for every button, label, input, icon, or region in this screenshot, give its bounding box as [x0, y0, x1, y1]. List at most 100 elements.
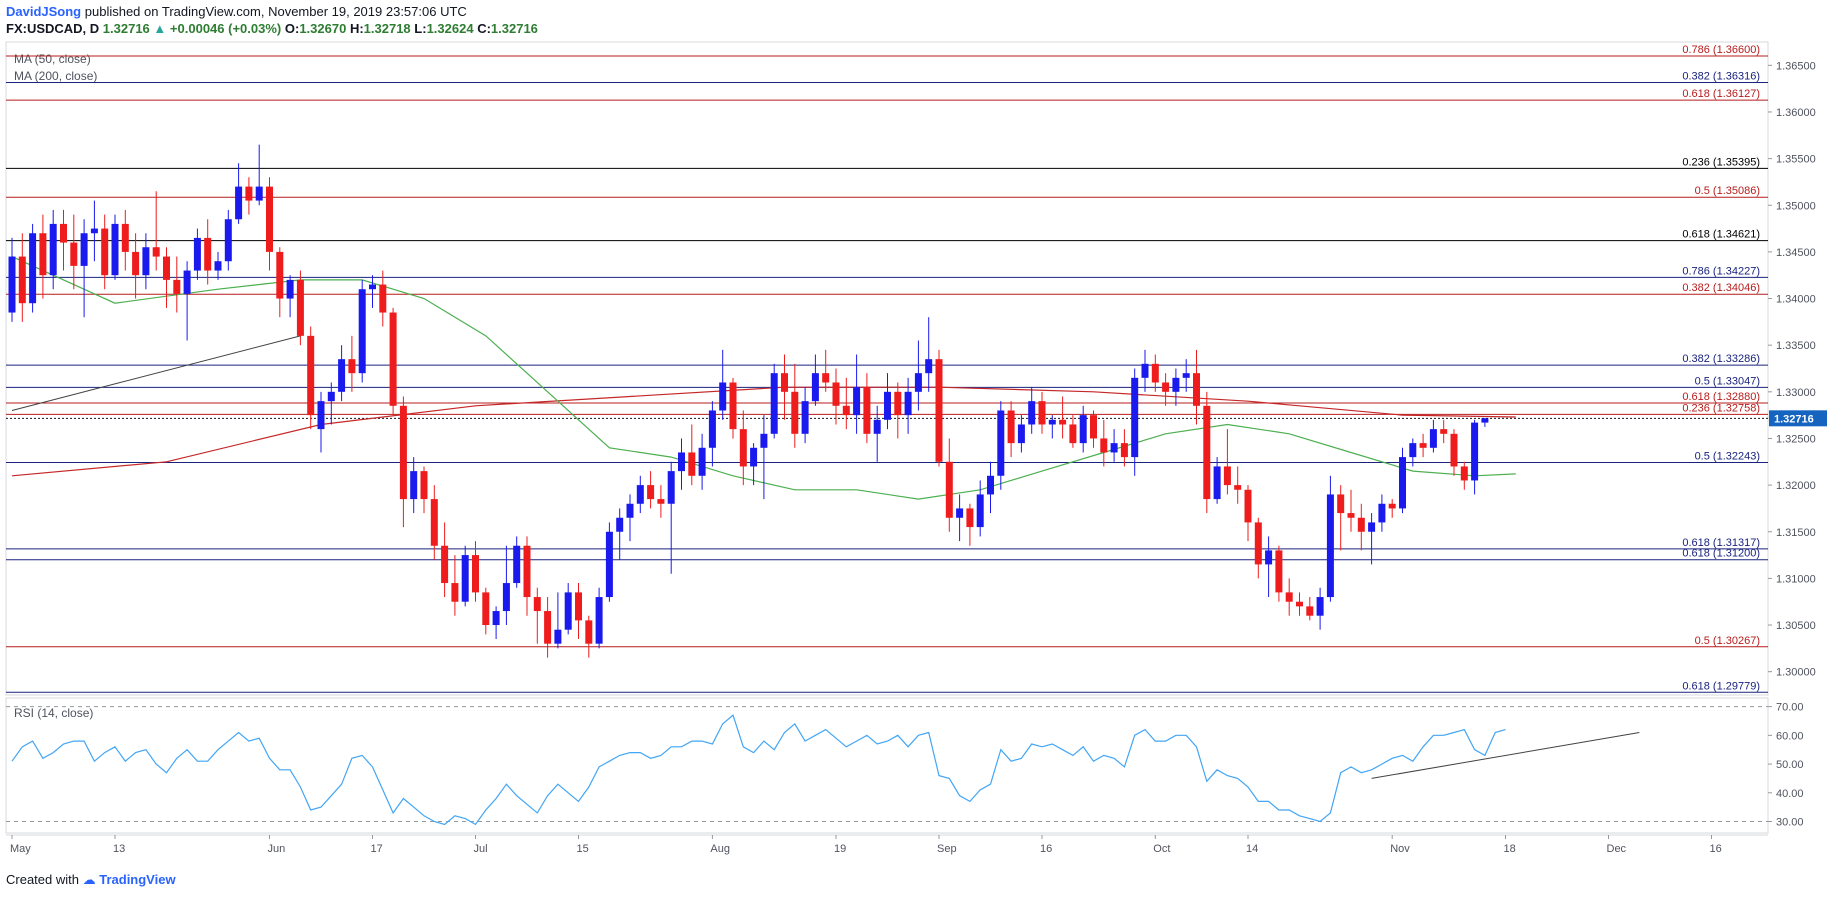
- candle-body: [60, 223, 67, 243]
- candle-body: [575, 592, 582, 621]
- candle-body: [399, 405, 407, 500]
- candle-body: [956, 508, 964, 518]
- candle-body: [513, 545, 521, 584]
- candle-body: [1388, 503, 1396, 509]
- candle-body: [750, 447, 758, 467]
- last-price: 1.32716: [102, 21, 150, 36]
- time-tick-label: 19: [834, 843, 846, 855]
- candle-body: [451, 583, 459, 602]
- candle-body: [1244, 489, 1252, 523]
- candle-body: [307, 335, 315, 416]
- price-tick-label: 1.34500: [1776, 247, 1816, 259]
- candle-body: [472, 555, 479, 593]
- candle-body: [523, 545, 531, 598]
- candle-body: [379, 284, 387, 313]
- candle-body: [276, 251, 284, 299]
- candle-body: [544, 611, 552, 644]
- up-arrow-icon: ▲: [153, 21, 167, 36]
- candle-body: [698, 447, 706, 476]
- time-tick-label: 17: [371, 843, 383, 855]
- candle-body: [1296, 601, 1303, 607]
- candle-body: [1357, 517, 1365, 532]
- close-label: C:: [477, 21, 491, 36]
- candle-body: [80, 233, 88, 266]
- rsi-tick-label: 70.00: [1776, 702, 1804, 714]
- candle-body: [101, 228, 109, 276]
- author-name[interactable]: DavidJSong: [6, 4, 82, 19]
- price-tick-label: 1.36000: [1776, 107, 1816, 119]
- candle-body: [1193, 373, 1200, 406]
- candle-body: [317, 401, 325, 430]
- low-value: 1.32624: [426, 21, 474, 36]
- candle-body: [1059, 419, 1067, 425]
- candle-body: [348, 359, 356, 374]
- rsi-legend[interactable]: RSI (14, close): [14, 706, 94, 720]
- time-tick-label: 14: [1246, 843, 1258, 855]
- candle-body: [719, 382, 727, 411]
- candle-body: [976, 494, 984, 528]
- candle-body: [987, 475, 994, 495]
- candle-body: [163, 256, 170, 280]
- time-tick-label: Sep: [937, 843, 957, 855]
- candle-body: [770, 373, 778, 434]
- fib-level-label: 0.618 (1.32880): [1682, 391, 1760, 403]
- fib-level-label: 0.618 (1.34621): [1682, 229, 1760, 241]
- candle-body: [1223, 466, 1231, 486]
- candle-body: [1028, 401, 1036, 425]
- candle-body: [29, 233, 37, 304]
- candle-body: [1131, 377, 1139, 458]
- fib-level-label: 0.786 (1.36600): [1682, 44, 1760, 56]
- candle-body: [338, 359, 346, 392]
- candle-body: [1378, 503, 1386, 523]
- candle-body: [595, 597, 603, 644]
- last-price-tag: [1769, 410, 1827, 427]
- candle-body: [255, 186, 263, 201]
- price-tick-label: 1.32500: [1776, 433, 1816, 445]
- candle-body: [554, 629, 562, 644]
- open-value: 1.32670: [299, 21, 347, 36]
- fib-level-label: 0.618 (1.36127): [1682, 88, 1760, 100]
- candle-body: [1069, 424, 1077, 444]
- candle-body: [1090, 415, 1097, 439]
- candle-body: [585, 620, 593, 644]
- rsi-tick-label: 30.00: [1776, 817, 1804, 829]
- candle-body: [70, 242, 78, 266]
- rsi-line: [11, 714, 1506, 826]
- candle-body: [183, 270, 191, 294]
- close-value: 1.32716: [490, 21, 538, 36]
- candle-body: [461, 555, 469, 602]
- candle-body: [894, 391, 902, 416]
- candle-body: [1110, 443, 1118, 453]
- open-label: O:: [284, 21, 300, 36]
- candle-body: [8, 256, 16, 313]
- candle-body: [801, 401, 809, 434]
- candle-body: [832, 382, 840, 406]
- candle-body: [1100, 438, 1108, 453]
- candle-body: [1347, 513, 1355, 518]
- candle-body: [266, 186, 273, 252]
- candle-body: [1162, 382, 1170, 392]
- ma50-line: [11, 256, 1516, 500]
- candle-body: [842, 405, 850, 416]
- price-tick-label: 1.31000: [1776, 573, 1816, 585]
- candle-body: [1254, 522, 1262, 565]
- fib-level-label: 0.236 (1.32758): [1682, 402, 1760, 414]
- price-tick-label: 1.36500: [1776, 60, 1816, 72]
- candle-body: [235, 186, 243, 220]
- candle-body: [1399, 457, 1406, 509]
- candle-body: [1481, 418, 1489, 423]
- footer: Created with ☁ TradingView: [6, 872, 176, 888]
- time-tick-label: May: [10, 843, 31, 855]
- candle-body: [286, 279, 294, 299]
- created-with-text: Created with: [6, 872, 79, 887]
- candle-body: [193, 237, 201, 271]
- candle-body: [214, 261, 222, 271]
- candle-body: [369, 284, 376, 290]
- rsi-trendline: [1371, 731, 1640, 779]
- candle-body: [657, 499, 665, 504]
- price-chart[interactable]: 1.36500 1.36000 1.35500 1.35000 1.34500 1.340…: [0, 0, 1828, 870]
- price-tick-label: 1.35500: [1776, 154, 1816, 166]
- ma200-legend[interactable]: MA (200, close): [14, 69, 98, 83]
- tradingview-brand-link[interactable]: TradingView: [99, 872, 176, 887]
- candle-body: [811, 373, 819, 402]
